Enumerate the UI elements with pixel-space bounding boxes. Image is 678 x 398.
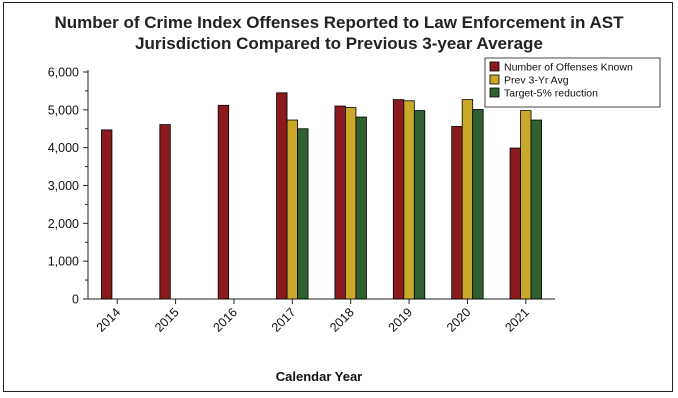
bar-2017-series-1 bbox=[286, 119, 298, 300]
bar-2016-series-0 bbox=[217, 104, 230, 300]
x-axis-title: Calendar Year bbox=[276, 369, 362, 384]
x-tick-label: 2019 bbox=[386, 305, 416, 335]
bar-2020-series-2 bbox=[472, 109, 484, 300]
legend-swatch bbox=[489, 74, 500, 85]
bar-2015-series-0 bbox=[159, 124, 171, 300]
x-tick-label: 2017 bbox=[269, 305, 299, 335]
bar-2021-series-1 bbox=[520, 110, 532, 300]
legend-label: Target-5% reduction bbox=[504, 88, 598, 100]
y-tick-label: 6,000 bbox=[48, 66, 79, 80]
x-tick-label: 2015 bbox=[152, 305, 182, 335]
bar-2019-series-0 bbox=[392, 99, 405, 300]
bar-2021-series-2 bbox=[530, 119, 542, 300]
x-tick-label: 2020 bbox=[444, 305, 474, 335]
bar-2019-series-1 bbox=[403, 100, 415, 300]
y-tick-label: 4,000 bbox=[48, 141, 79, 155]
bar-2017-series-2 bbox=[297, 128, 309, 300]
chart-title-line-2: Jurisdiction Compared to Previous 3-year… bbox=[135, 34, 543, 53]
y-tick-label: 0 bbox=[72, 293, 79, 307]
legend-label: Number of Offenses Known bbox=[504, 62, 633, 74]
bar-2014-series-0 bbox=[101, 129, 113, 300]
legend-swatch bbox=[489, 87, 500, 98]
bar-2017-series-0 bbox=[276, 92, 288, 300]
bar-2018-series-2 bbox=[355, 116, 367, 300]
y-axis: 0 1,000 2,000 3,000 4,000 5,000 6,000 bbox=[48, 66, 89, 307]
legend-swatch bbox=[489, 61, 500, 72]
bar-2020-series-0 bbox=[451, 126, 463, 300]
legend-label: Prev 3-Yr Avg bbox=[504, 75, 569, 87]
y-tick-label: 3,000 bbox=[48, 179, 79, 193]
x-tick-label: 2016 bbox=[210, 305, 240, 335]
x-tick-label: 2021 bbox=[502, 305, 532, 335]
bar-2021-series-0 bbox=[509, 147, 521, 300]
bar-2019-series-2 bbox=[413, 110, 426, 300]
legend-box bbox=[484, 57, 661, 108]
bar-2020-series-1 bbox=[461, 99, 474, 300]
bar-2018-series-0 bbox=[334, 105, 346, 300]
x-tick-label: 2014 bbox=[94, 305, 124, 335]
y-tick-label: 1,000 bbox=[48, 255, 79, 269]
x-axis: 2014 2015 2016 2017 2018 2019 2020 2021 bbox=[88, 298, 555, 335]
y-tick-label: 2,000 bbox=[48, 217, 79, 231]
x-tick-label: 2018 bbox=[327, 305, 357, 335]
chart-title-line-1: Number of Crime Index Offenses Reported … bbox=[55, 13, 625, 32]
bars bbox=[101, 92, 542, 300]
y-tick-label: 5,000 bbox=[48, 103, 79, 117]
bar-2018-series-1 bbox=[345, 107, 357, 300]
